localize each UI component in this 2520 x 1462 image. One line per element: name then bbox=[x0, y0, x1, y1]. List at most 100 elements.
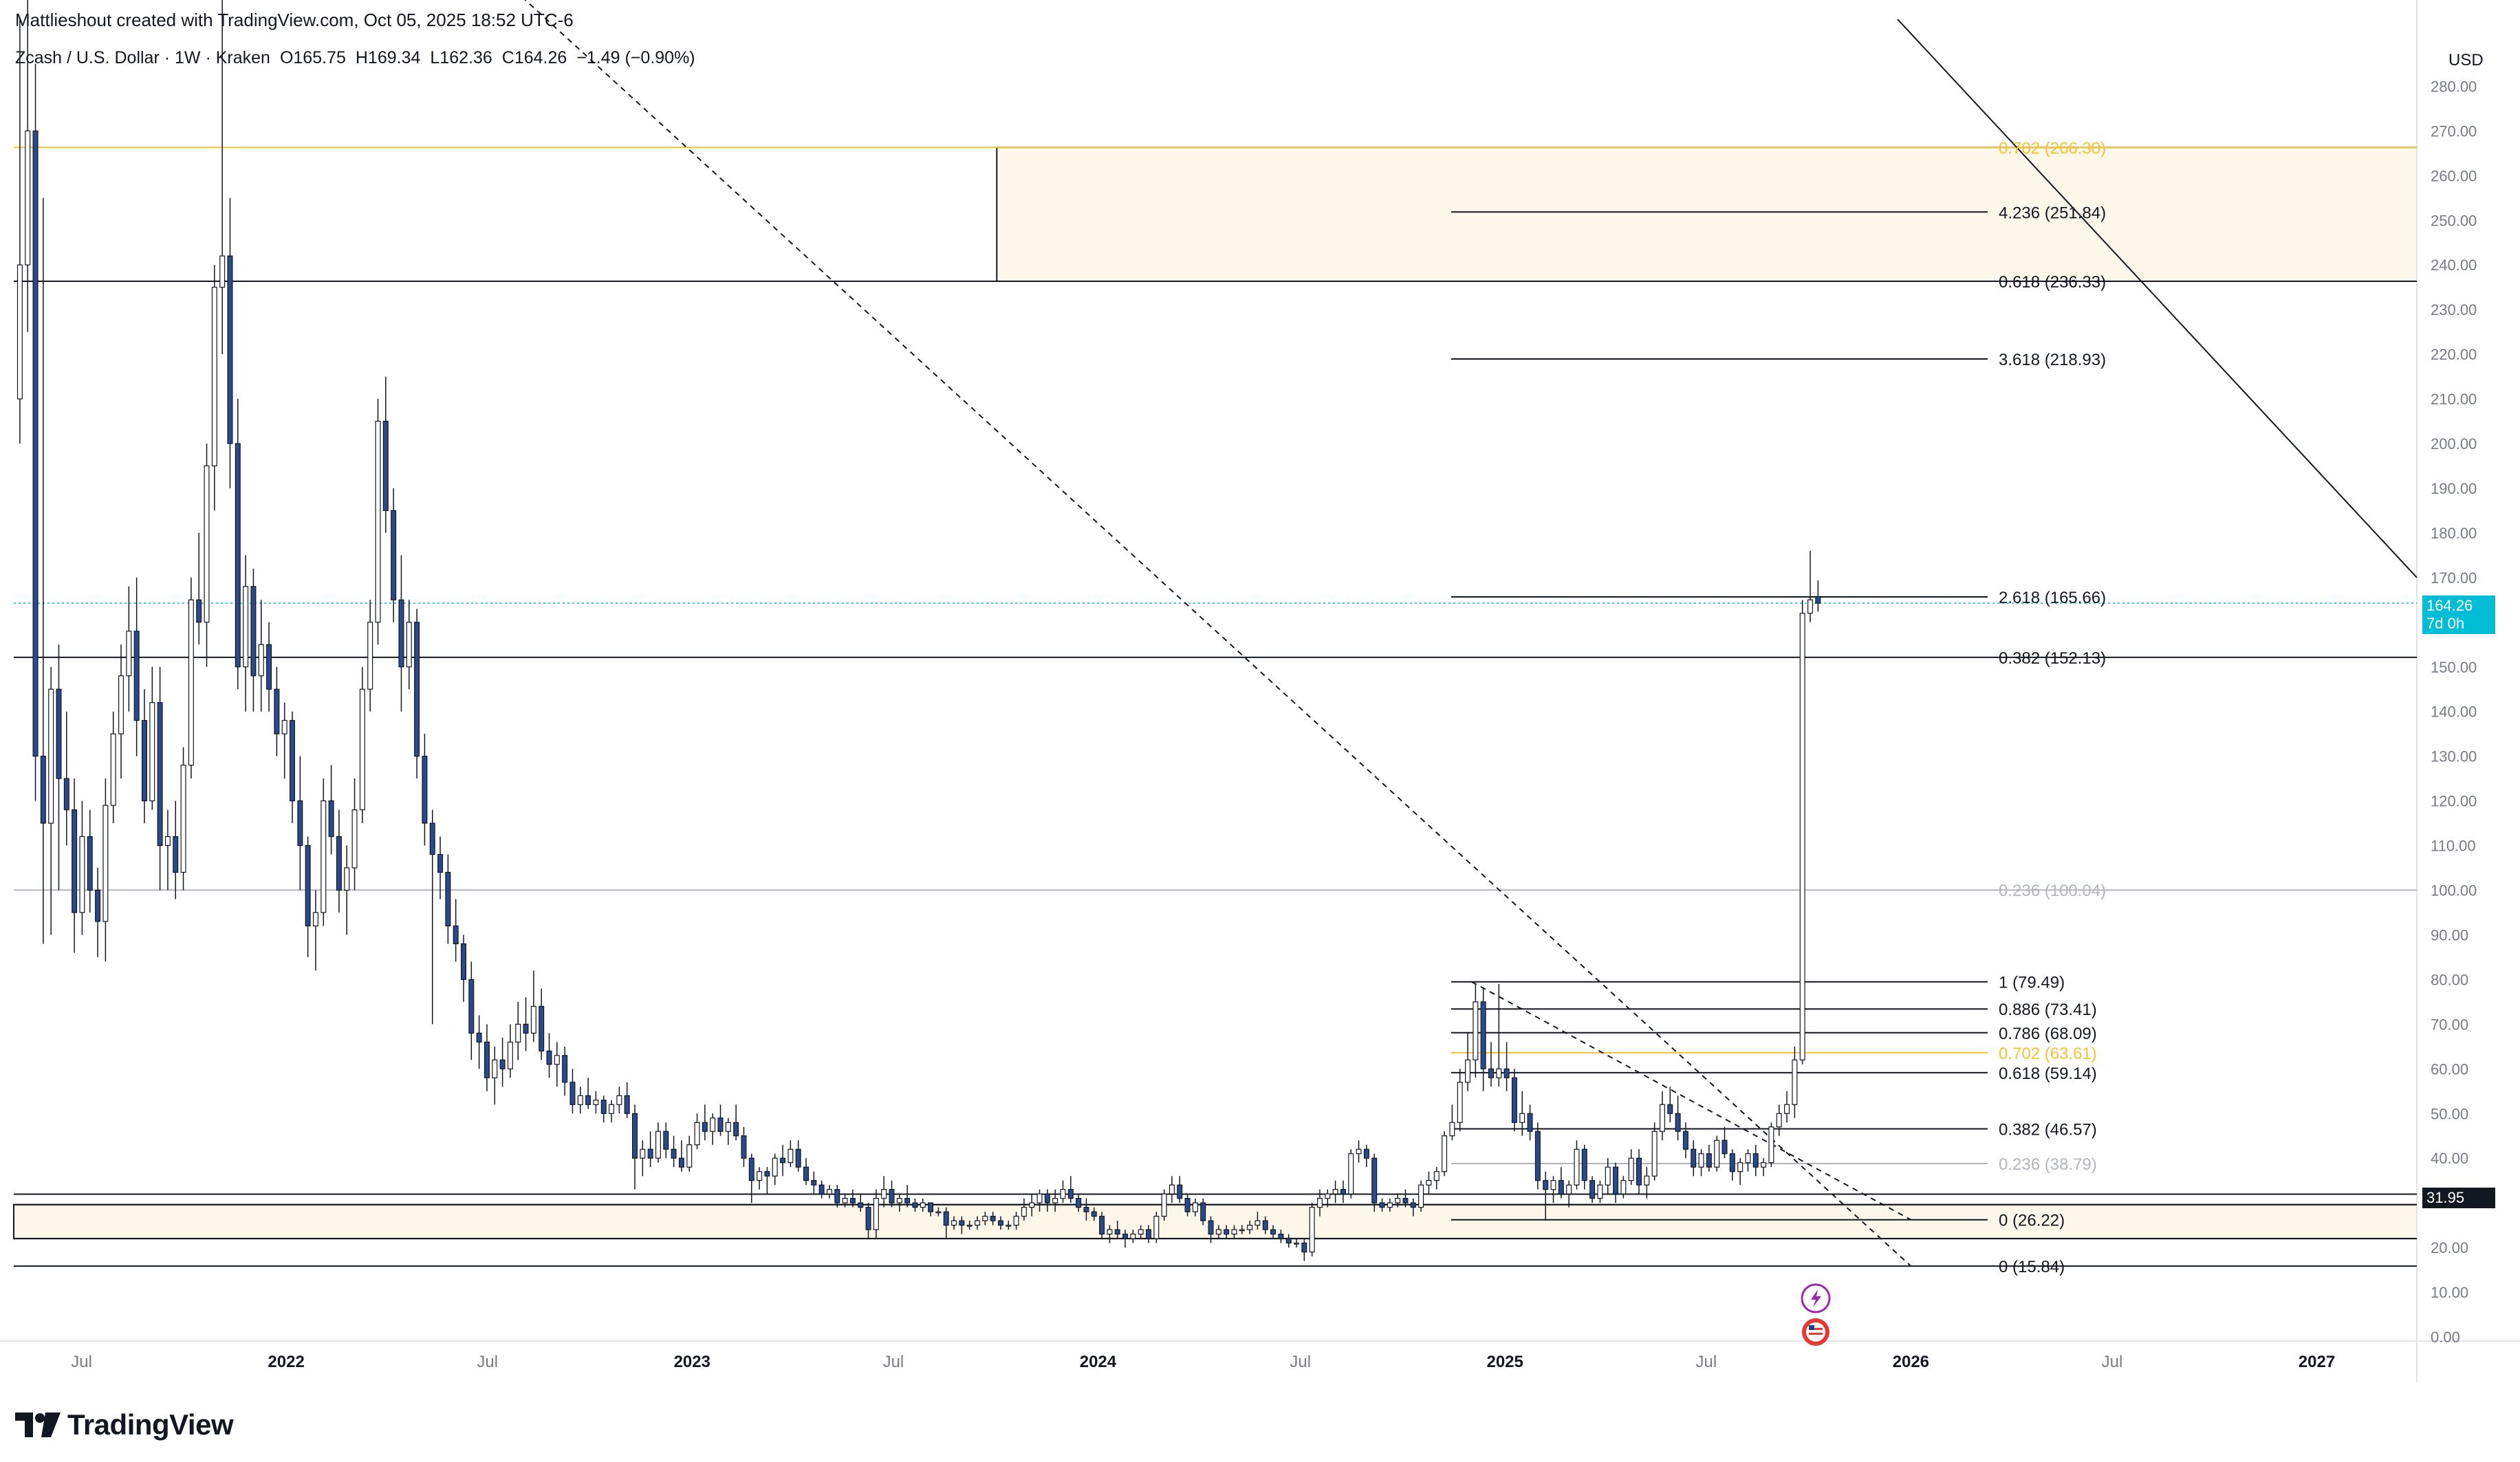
candle bbox=[1254, 1212, 1261, 1230]
candle-down-body bbox=[95, 889, 101, 922]
candle bbox=[1379, 1198, 1385, 1212]
time-tick-label: Jul bbox=[1290, 1353, 1311, 1371]
candle-up-body bbox=[577, 1095, 583, 1105]
tradingview-logo[interactable]: TradingView bbox=[15, 1408, 234, 1441]
candle bbox=[1651, 1122, 1658, 1181]
candle-down-body bbox=[1278, 1234, 1284, 1239]
candle-down-body bbox=[429, 822, 435, 855]
candle bbox=[959, 1216, 965, 1234]
candle bbox=[1511, 1069, 1517, 1132]
open-value: O165.75 bbox=[279, 48, 346, 67]
price-axis[interactable]: 0.0010.0020.0030.0040.0050.0060.0070.008… bbox=[2431, 78, 2477, 1346]
candle bbox=[453, 899, 459, 962]
candle-down-body bbox=[1379, 1202, 1385, 1208]
candle-up-body bbox=[188, 599, 194, 766]
price-tick-label: 200.00 bbox=[2431, 435, 2477, 452]
candle bbox=[1752, 1144, 1759, 1177]
candle bbox=[445, 854, 451, 944]
candle-down-body bbox=[904, 1198, 911, 1203]
candle bbox=[803, 1158, 809, 1186]
price-tick-label: 230.00 bbox=[2431, 301, 2477, 318]
symbol-name[interactable]: Zcash / U.S. Dollar · 1W · Kraken bbox=[15, 48, 270, 67]
candle-down-body bbox=[133, 631, 140, 721]
candle bbox=[1083, 1198, 1089, 1221]
candle bbox=[554, 1042, 560, 1087]
candle-up-body bbox=[367, 622, 373, 690]
candle bbox=[943, 1207, 949, 1239]
candle-down-body bbox=[1503, 1068, 1510, 1078]
candle bbox=[1247, 1221, 1253, 1234]
candle bbox=[1371, 1153, 1378, 1212]
candle bbox=[710, 1113, 716, 1145]
candle bbox=[219, 0, 226, 355]
candle-down-body bbox=[227, 255, 233, 444]
candle-up-body bbox=[48, 688, 54, 824]
candle bbox=[1784, 1091, 1790, 1123]
candle bbox=[1543, 1171, 1549, 1221]
candle-up-body bbox=[1799, 613, 1805, 1060]
price-tick-label: 10.00 bbox=[2431, 1284, 2468, 1301]
candle bbox=[1052, 1189, 1058, 1212]
candle bbox=[359, 666, 365, 824]
level-label: 3.618 (218.93) bbox=[1999, 351, 2106, 369]
currency-label[interactable]: USD bbox=[2448, 51, 2484, 69]
high-value: H169.34 bbox=[355, 48, 421, 67]
time-axis[interactable]: Jul 2022 Jul 2023 Jul 2024 Jul 2025 Jul 2026 Jul 20… bbox=[71, 1353, 2335, 1371]
candle bbox=[1215, 1225, 1221, 1239]
candle-up-body bbox=[1316, 1198, 1323, 1208]
candle bbox=[842, 1194, 848, 1208]
candle-up-body bbox=[655, 1131, 661, 1159]
candle-up-body bbox=[725, 1122, 731, 1132]
candle-down-body bbox=[764, 1171, 770, 1177]
candle bbox=[461, 935, 467, 1002]
candle-up-body bbox=[1761, 1162, 1767, 1168]
candle bbox=[881, 1176, 887, 1208]
candle bbox=[1519, 1091, 1525, 1136]
candle-up-body bbox=[1052, 1198, 1058, 1203]
candle-up-body bbox=[1442, 1135, 1448, 1172]
candle-down-body bbox=[569, 1082, 576, 1105]
candle-down-body bbox=[40, 756, 46, 824]
candle bbox=[1706, 1144, 1712, 1172]
candle-down-body bbox=[539, 1005, 545, 1051]
candle-up-body bbox=[406, 622, 412, 668]
candle bbox=[336, 809, 342, 913]
axis-layer bbox=[0, 0, 2520, 1382]
candle-down-body bbox=[305, 844, 311, 927]
candle bbox=[1387, 1198, 1393, 1212]
candle-down-body bbox=[959, 1220, 965, 1226]
candle bbox=[1332, 1180, 1338, 1203]
candle-down-body bbox=[453, 925, 459, 945]
candle-up-body bbox=[17, 264, 23, 400]
candle bbox=[40, 197, 46, 944]
candle-down-body bbox=[585, 1095, 591, 1105]
candle-up-body bbox=[1768, 1126, 1774, 1164]
candle-up-body bbox=[1698, 1153, 1704, 1168]
candle bbox=[204, 444, 210, 667]
candle bbox=[321, 778, 327, 926]
candle-up-body bbox=[25, 130, 31, 265]
candle bbox=[997, 1216, 1003, 1230]
lightning-event-icon[interactable] bbox=[1801, 1283, 1831, 1313]
change-value: −1.49 (−0.90%) bbox=[576, 48, 695, 67]
symbol-legend[interactable]: Zcash / U.S. Dollar · 1W · Kraken O165.7… bbox=[15, 48, 695, 68]
candle bbox=[896, 1194, 902, 1212]
candle bbox=[966, 1221, 973, 1230]
us-flag-event-icon[interactable] bbox=[1802, 1318, 1829, 1346]
candle-up-body bbox=[1465, 1059, 1471, 1083]
level-label: 1 (79.49) bbox=[1999, 974, 2065, 992]
price-tick-label: 50.00 bbox=[2431, 1105, 2468, 1122]
candle bbox=[1799, 600, 1805, 1065]
candle-up-body bbox=[616, 1095, 622, 1105]
candle bbox=[647, 1131, 653, 1168]
candle bbox=[406, 600, 412, 690]
candle-down-body bbox=[647, 1148, 653, 1159]
candle bbox=[312, 890, 318, 971]
candle-up-body bbox=[1060, 1189, 1066, 1199]
candle bbox=[1301, 1239, 1307, 1261]
candle-down-body bbox=[1543, 1180, 1549, 1190]
candle bbox=[382, 376, 389, 533]
candle-up-body bbox=[1620, 1180, 1627, 1194]
candle bbox=[1465, 1033, 1471, 1091]
